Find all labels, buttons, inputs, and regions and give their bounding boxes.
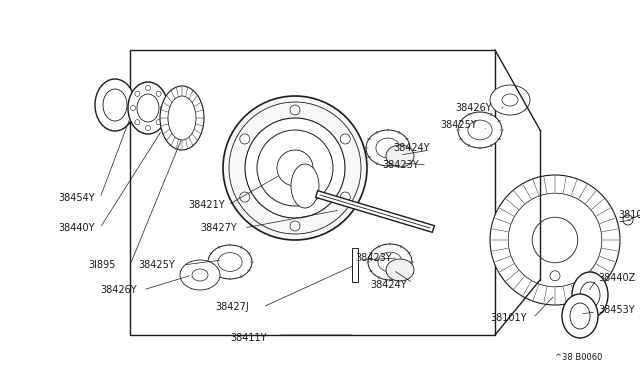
Circle shape xyxy=(290,105,300,115)
Circle shape xyxy=(340,192,350,202)
Ellipse shape xyxy=(386,259,414,281)
Ellipse shape xyxy=(257,130,333,206)
Ellipse shape xyxy=(490,175,620,305)
Text: 38427J: 38427J xyxy=(215,302,249,312)
Ellipse shape xyxy=(223,96,367,240)
Circle shape xyxy=(623,215,633,225)
Ellipse shape xyxy=(508,193,602,287)
Text: 38440Z: 38440Z xyxy=(598,273,636,283)
Ellipse shape xyxy=(562,294,598,338)
Ellipse shape xyxy=(168,96,196,140)
Text: 38421Y: 38421Y xyxy=(188,200,225,210)
Ellipse shape xyxy=(95,79,135,131)
Ellipse shape xyxy=(458,112,502,148)
Ellipse shape xyxy=(180,260,220,290)
Ellipse shape xyxy=(277,150,313,186)
Text: 38426Y: 38426Y xyxy=(100,285,136,295)
Ellipse shape xyxy=(218,253,242,271)
Text: 38453Y: 38453Y xyxy=(598,305,635,315)
Text: 38424Y: 38424Y xyxy=(370,280,406,290)
Circle shape xyxy=(340,134,350,144)
Circle shape xyxy=(550,271,560,281)
Text: 38424Y: 38424Y xyxy=(393,143,429,153)
Circle shape xyxy=(156,120,161,125)
Ellipse shape xyxy=(376,138,400,158)
Ellipse shape xyxy=(378,252,402,272)
Text: 38423Y: 38423Y xyxy=(382,160,419,170)
Circle shape xyxy=(135,92,140,96)
Ellipse shape xyxy=(570,303,590,329)
Text: 38425Y: 38425Y xyxy=(138,260,175,270)
Ellipse shape xyxy=(368,244,412,280)
Ellipse shape xyxy=(160,86,204,150)
Bar xyxy=(130,50,495,335)
Ellipse shape xyxy=(490,85,530,115)
Ellipse shape xyxy=(580,282,600,308)
Text: 38423Y: 38423Y xyxy=(355,253,392,263)
Circle shape xyxy=(161,106,166,110)
Text: 38454Y: 38454Y xyxy=(58,193,95,203)
Circle shape xyxy=(290,221,300,231)
Circle shape xyxy=(131,106,136,110)
Text: 3l895: 3l895 xyxy=(88,260,115,270)
Bar xyxy=(352,248,358,282)
Circle shape xyxy=(240,192,250,202)
Circle shape xyxy=(156,92,161,96)
Ellipse shape xyxy=(208,245,252,279)
Circle shape xyxy=(240,134,250,144)
Circle shape xyxy=(135,120,140,125)
Text: 38411Y: 38411Y xyxy=(230,333,266,343)
Ellipse shape xyxy=(468,120,492,140)
Text: ^38 B0060: ^38 B0060 xyxy=(555,353,602,362)
Ellipse shape xyxy=(128,82,168,134)
Ellipse shape xyxy=(192,269,208,281)
Circle shape xyxy=(145,125,150,131)
Ellipse shape xyxy=(502,94,518,106)
Ellipse shape xyxy=(572,272,608,318)
Ellipse shape xyxy=(137,94,159,122)
Circle shape xyxy=(532,217,578,263)
Text: 38440Y: 38440Y xyxy=(58,223,95,233)
Text: 38427Y: 38427Y xyxy=(200,223,237,233)
Ellipse shape xyxy=(291,164,319,208)
Text: 38101Y: 38101Y xyxy=(490,313,527,323)
Ellipse shape xyxy=(103,89,127,121)
Circle shape xyxy=(145,86,150,90)
Ellipse shape xyxy=(366,130,410,166)
Ellipse shape xyxy=(245,118,345,218)
Ellipse shape xyxy=(386,145,414,167)
Text: 38425Y: 38425Y xyxy=(440,120,477,130)
Text: 38426Y: 38426Y xyxy=(455,103,492,113)
Text: 38102Y: 38102Y xyxy=(618,210,640,220)
